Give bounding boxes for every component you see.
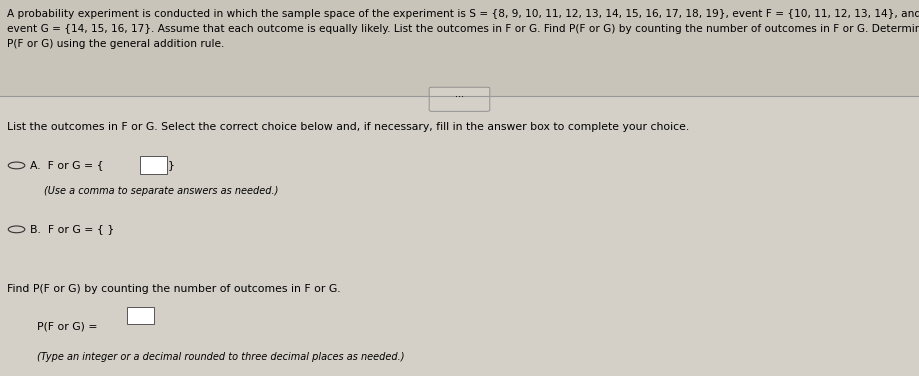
Text: event G = {14, 15, 16, 17}. Assume that each outcome is equally likely. List the: event G = {14, 15, 16, 17}. Assume that …: [7, 24, 919, 35]
FancyBboxPatch shape: [140, 156, 167, 174]
Text: P(F or G) =: P(F or G) =: [37, 321, 101, 332]
Text: (Type an integer or a decimal rounded to three decimal places as needed.): (Type an integer or a decimal rounded to…: [37, 352, 404, 362]
Text: Find P(F or G) by counting the number of outcomes in F or G.: Find P(F or G) by counting the number of…: [7, 284, 341, 294]
Text: ...: ...: [455, 89, 464, 99]
Text: }: }: [168, 160, 175, 170]
FancyBboxPatch shape: [0, 0, 919, 96]
Text: (Use a comma to separate answers as needed.): (Use a comma to separate answers as need…: [44, 186, 278, 196]
FancyBboxPatch shape: [429, 87, 490, 111]
Text: List the outcomes in F or G. Select the correct choice below and, if necessary, : List the outcomes in F or G. Select the …: [7, 122, 689, 132]
Text: A.  F or G = {: A. F or G = {: [30, 160, 104, 170]
Text: A probability experiment is conducted in which the sample space of the experimen: A probability experiment is conducted in…: [7, 9, 919, 20]
Text: B.  F or G = { }: B. F or G = { }: [30, 224, 115, 234]
FancyBboxPatch shape: [127, 307, 154, 324]
Text: P(F or G) using the general addition rule.: P(F or G) using the general addition rul…: [7, 39, 225, 50]
